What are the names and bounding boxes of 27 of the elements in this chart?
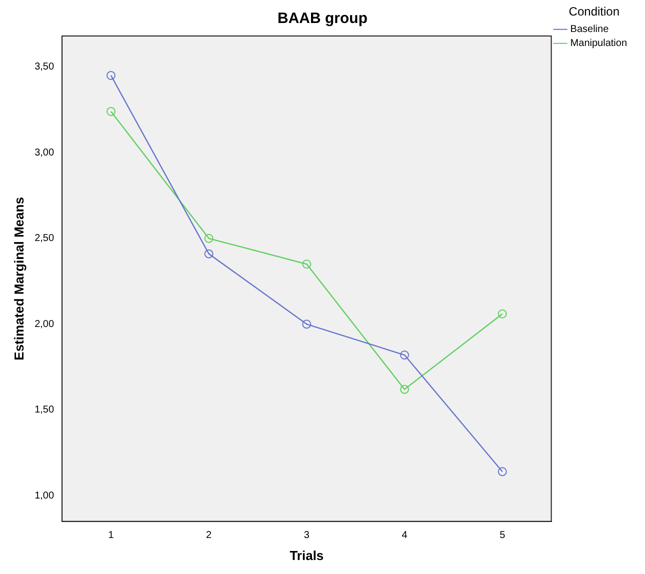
point xyxy=(400,350,410,360)
legend-title: Condition xyxy=(568,4,620,18)
y-tick-label: 1,50 xyxy=(34,404,54,416)
legend-label: Baseline xyxy=(570,24,610,36)
x-tick-label: 5 xyxy=(500,530,506,542)
x-tick-label: 2 xyxy=(206,530,212,542)
point xyxy=(498,467,507,476)
y-axis-title: Estimated Marginal Means xyxy=(11,197,26,360)
y-tick-label: 3,50 xyxy=(34,62,54,73)
point xyxy=(106,70,116,80)
y-tick-label: 1,00 xyxy=(34,490,54,502)
point xyxy=(302,260,312,269)
x-axis-title: Trials xyxy=(290,548,324,563)
point xyxy=(400,384,410,394)
x-tick-label: 1 xyxy=(108,530,114,542)
point xyxy=(498,309,507,318)
y-tick-label: 3,00 xyxy=(34,147,54,158)
y-tick-label: 2,00 xyxy=(34,318,54,330)
x-tick-label: 4 xyxy=(402,530,408,542)
point xyxy=(204,234,214,243)
x-tick-label: 3 xyxy=(304,530,310,542)
chart-title: BAAB group xyxy=(278,10,368,28)
point xyxy=(106,106,116,116)
point xyxy=(302,320,312,329)
y-tick-label: 2,50 xyxy=(34,233,54,244)
point xyxy=(204,249,214,258)
legend-label: Manipulation xyxy=(570,38,628,50)
